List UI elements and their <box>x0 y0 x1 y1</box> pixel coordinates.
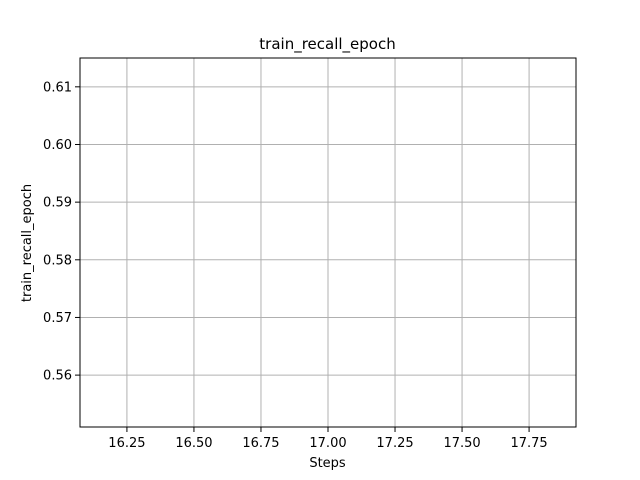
y-tick-label: 0.58 <box>43 253 72 268</box>
y-axis-label: train_recall_epoch <box>20 184 35 302</box>
y-tick-label: 0.57 <box>43 311 72 326</box>
x-tick-label: 16.75 <box>242 436 279 451</box>
grid <box>80 58 576 427</box>
x-tick-label: 17.75 <box>510 436 547 451</box>
y-tick-label: 0.56 <box>43 369 72 384</box>
x-tick-label: 17.50 <box>443 436 480 451</box>
x-tick-label: 16.25 <box>108 436 145 451</box>
x-tick-label: 17.25 <box>376 436 413 451</box>
y-axis: 0.56 0.57 0.58 0.59 0.60 0.61 <box>43 80 80 384</box>
x-axis: 16.25 16.50 16.75 17.00 17.25 17.50 17.75 <box>108 427 548 451</box>
x-tick-label: 16.50 <box>175 436 212 451</box>
x-tick-label: 17.00 <box>309 436 346 451</box>
chart-title: train_recall_epoch <box>259 35 395 54</box>
y-tick-label: 0.59 <box>43 196 72 211</box>
y-tick-label: 0.60 <box>43 138 72 153</box>
y-tick-label: 0.61 <box>43 80 72 95</box>
x-axis-label: Steps <box>309 456 346 471</box>
